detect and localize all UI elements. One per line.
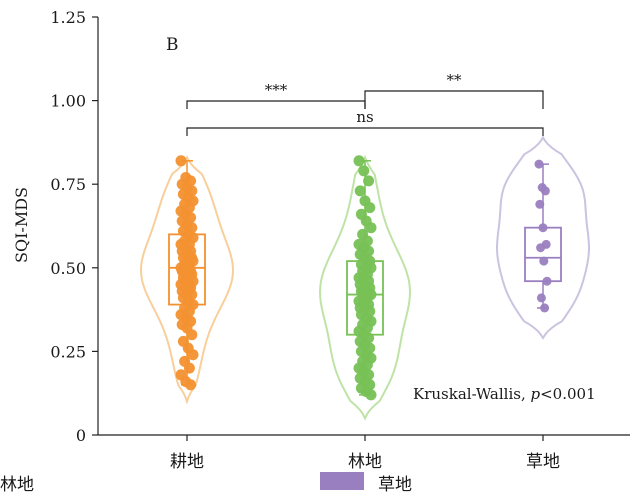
y-tick-label: 1.25 bbox=[50, 8, 86, 27]
sig-bracket-forest-grass: ** bbox=[364, 71, 544, 109]
data-point bbox=[538, 223, 548, 233]
data-point bbox=[535, 199, 545, 209]
data-point bbox=[365, 389, 377, 401]
data-point bbox=[364, 202, 376, 214]
violin-2 bbox=[495, 135, 591, 340]
data-point bbox=[354, 185, 366, 197]
data-point bbox=[358, 165, 370, 177]
box-2 bbox=[524, 226, 562, 283]
x-tick-label: 耕地 bbox=[170, 452, 204, 472]
data-point bbox=[183, 362, 195, 374]
significance-layer: *****ns bbox=[186, 71, 544, 136]
y-axis-title: SQI-MDS bbox=[12, 187, 31, 263]
violin-1 bbox=[318, 154, 412, 421]
annotation-p: p bbox=[531, 385, 541, 403]
x-tick-label: 草地 bbox=[526, 452, 560, 472]
sig-bracket-cropland-grass-label: ns bbox=[356, 108, 373, 126]
data-point bbox=[186, 329, 198, 341]
legend-label-grass: 草地 bbox=[378, 475, 412, 495]
sig-bracket-cropland-forest-label: *** bbox=[265, 81, 288, 99]
x-tick-label: 林地 bbox=[348, 452, 382, 472]
data-point bbox=[540, 303, 550, 313]
data-point bbox=[175, 155, 187, 167]
annotation-test: Kruskal-Wallis, bbox=[413, 385, 531, 403]
y-tick-label: 0.50 bbox=[50, 259, 86, 278]
panel-label: B bbox=[166, 35, 179, 55]
y-tick-label: 0 bbox=[76, 426, 86, 445]
violin-layer bbox=[139, 135, 591, 421]
axis-layer: 0 0.25 0.50 0.75 1.00 1.25 耕地 林地 草地 bbox=[50, 8, 630, 472]
violin-0 bbox=[139, 155, 235, 405]
data-point bbox=[363, 175, 375, 187]
sig-bracket-cropland-grass: ns bbox=[186, 108, 544, 136]
sig-bracket-cropland-forest-line bbox=[186, 100, 366, 109]
y-tick-label: 0.25 bbox=[50, 342, 86, 361]
sig-bracket-forest-grass-label: ** bbox=[447, 71, 463, 89]
legend-swatch-grass bbox=[320, 472, 364, 490]
legend-label-forest: 林地 bbox=[0, 475, 34, 495]
sig-bracket-cropland-grass-line bbox=[186, 127, 544, 136]
data-point bbox=[187, 349, 199, 361]
point-layer bbox=[175, 155, 552, 401]
data-point bbox=[539, 256, 549, 266]
data-point bbox=[536, 293, 546, 303]
data-point bbox=[353, 155, 365, 167]
data-point bbox=[534, 159, 544, 169]
data-point bbox=[536, 243, 546, 253]
data-point bbox=[542, 276, 552, 286]
data-point bbox=[185, 379, 197, 391]
y-tick-label: 1.00 bbox=[50, 92, 86, 111]
sig-bracket-cropland-forest: *** bbox=[186, 81, 366, 109]
data-point bbox=[365, 222, 377, 234]
data-point bbox=[540, 186, 550, 196]
kruskal-wallis-annotation: Kruskal-Wallis, p<0.001 bbox=[413, 385, 596, 403]
sig-bracket-forest-grass-line bbox=[364, 90, 544, 109]
annotation-value: <0.001 bbox=[540, 385, 596, 403]
y-tick-label: 0.75 bbox=[50, 175, 86, 194]
